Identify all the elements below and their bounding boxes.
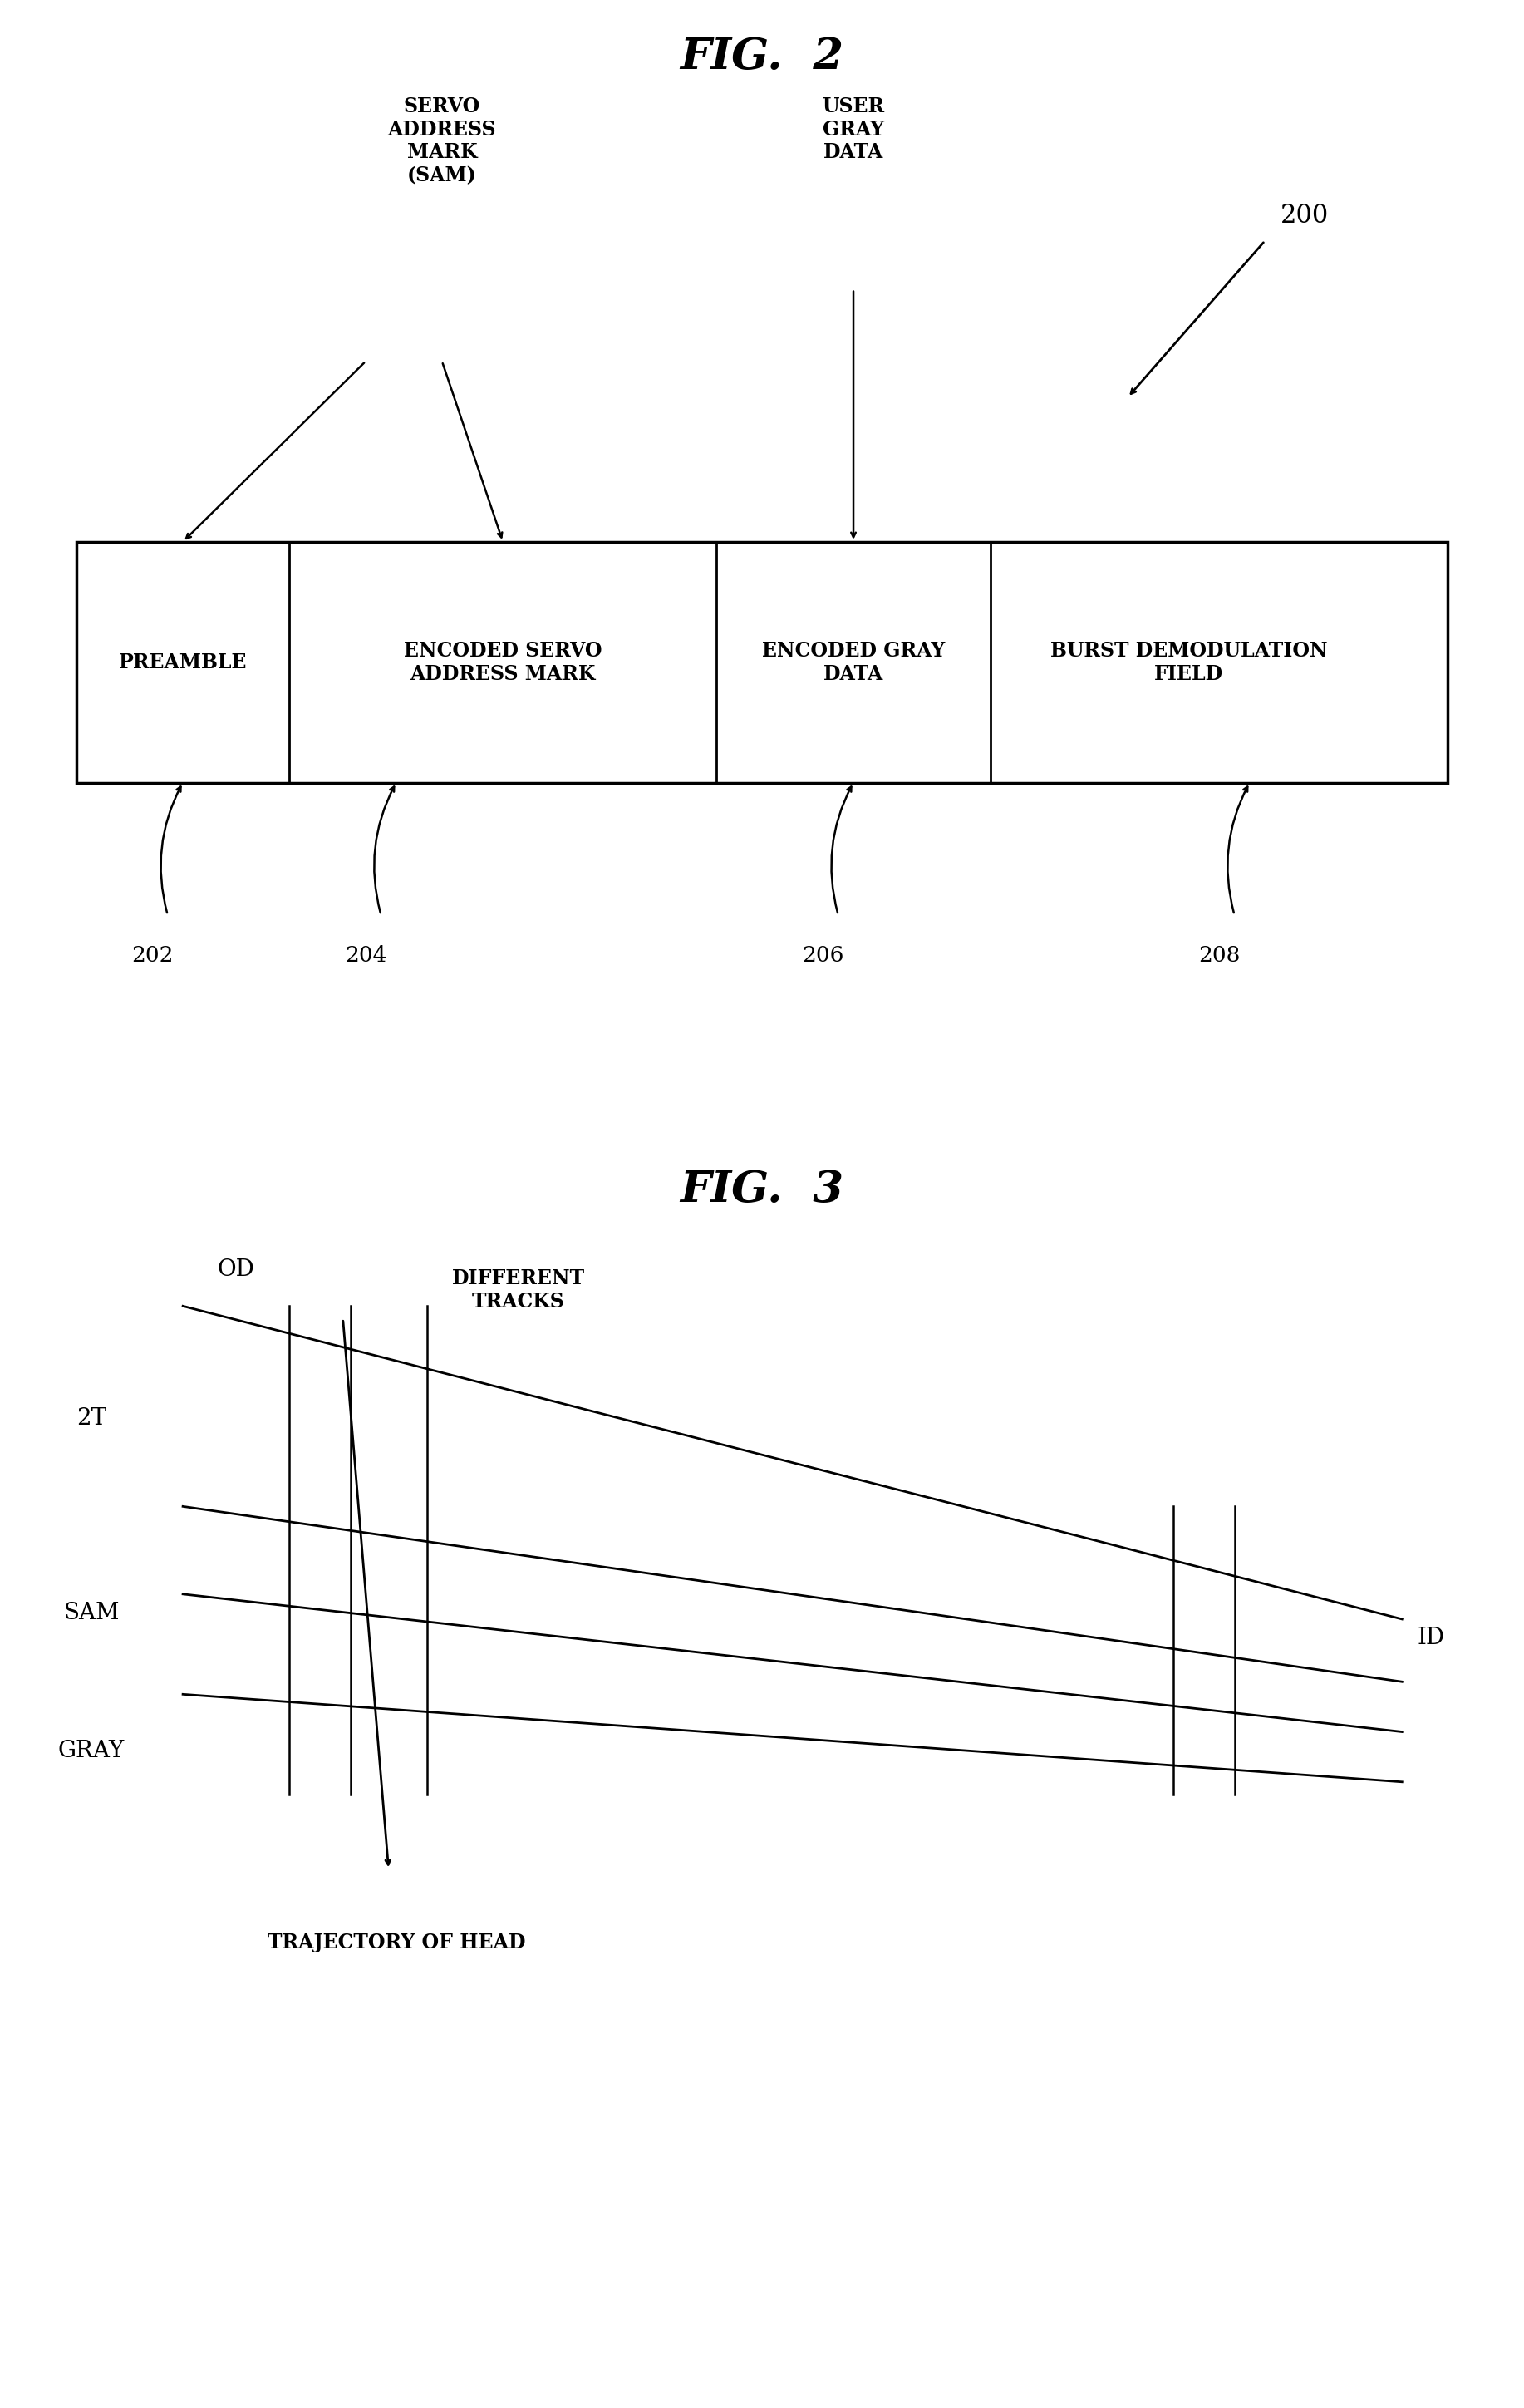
Text: 206: 206 <box>802 946 844 966</box>
Text: FIG.  2: FIG. 2 <box>680 36 844 79</box>
Text: FIG.  3: FIG. 3 <box>680 1168 844 1211</box>
Text: SERVO
ADDRESS
MARK
(SAM): SERVO ADDRESS MARK (SAM) <box>387 96 497 185</box>
Text: ENCODED GRAY
DATA: ENCODED GRAY DATA <box>762 641 945 684</box>
Text: PREAMBLE: PREAMBLE <box>119 653 247 672</box>
Bar <box>76 542 1448 783</box>
Text: GRAY: GRAY <box>58 1739 125 1763</box>
Text: 200: 200 <box>1280 202 1329 229</box>
Text: TRAJECTORY OF HEAD: TRAJECTORY OF HEAD <box>267 1931 526 1953</box>
Text: ENCODED SERVO
ADDRESS MARK: ENCODED SERVO ADDRESS MARK <box>404 641 602 684</box>
Text: ID: ID <box>1417 1628 1445 1649</box>
Text: BURST DEMODULATION
FIELD: BURST DEMODULATION FIELD <box>1050 641 1327 684</box>
Text: USER
GRAY
DATA: USER GRAY DATA <box>823 96 884 161</box>
Text: OD: OD <box>218 1259 255 1281</box>
Text: SAM: SAM <box>64 1601 119 1623</box>
Text: 208: 208 <box>1198 946 1241 966</box>
Text: 204: 204 <box>344 946 387 966</box>
Text: 2T: 2T <box>76 1409 107 1430</box>
Text: 202: 202 <box>131 946 174 966</box>
Text: DIFFERENT
TRACKS: DIFFERENT TRACKS <box>451 1269 585 1312</box>
